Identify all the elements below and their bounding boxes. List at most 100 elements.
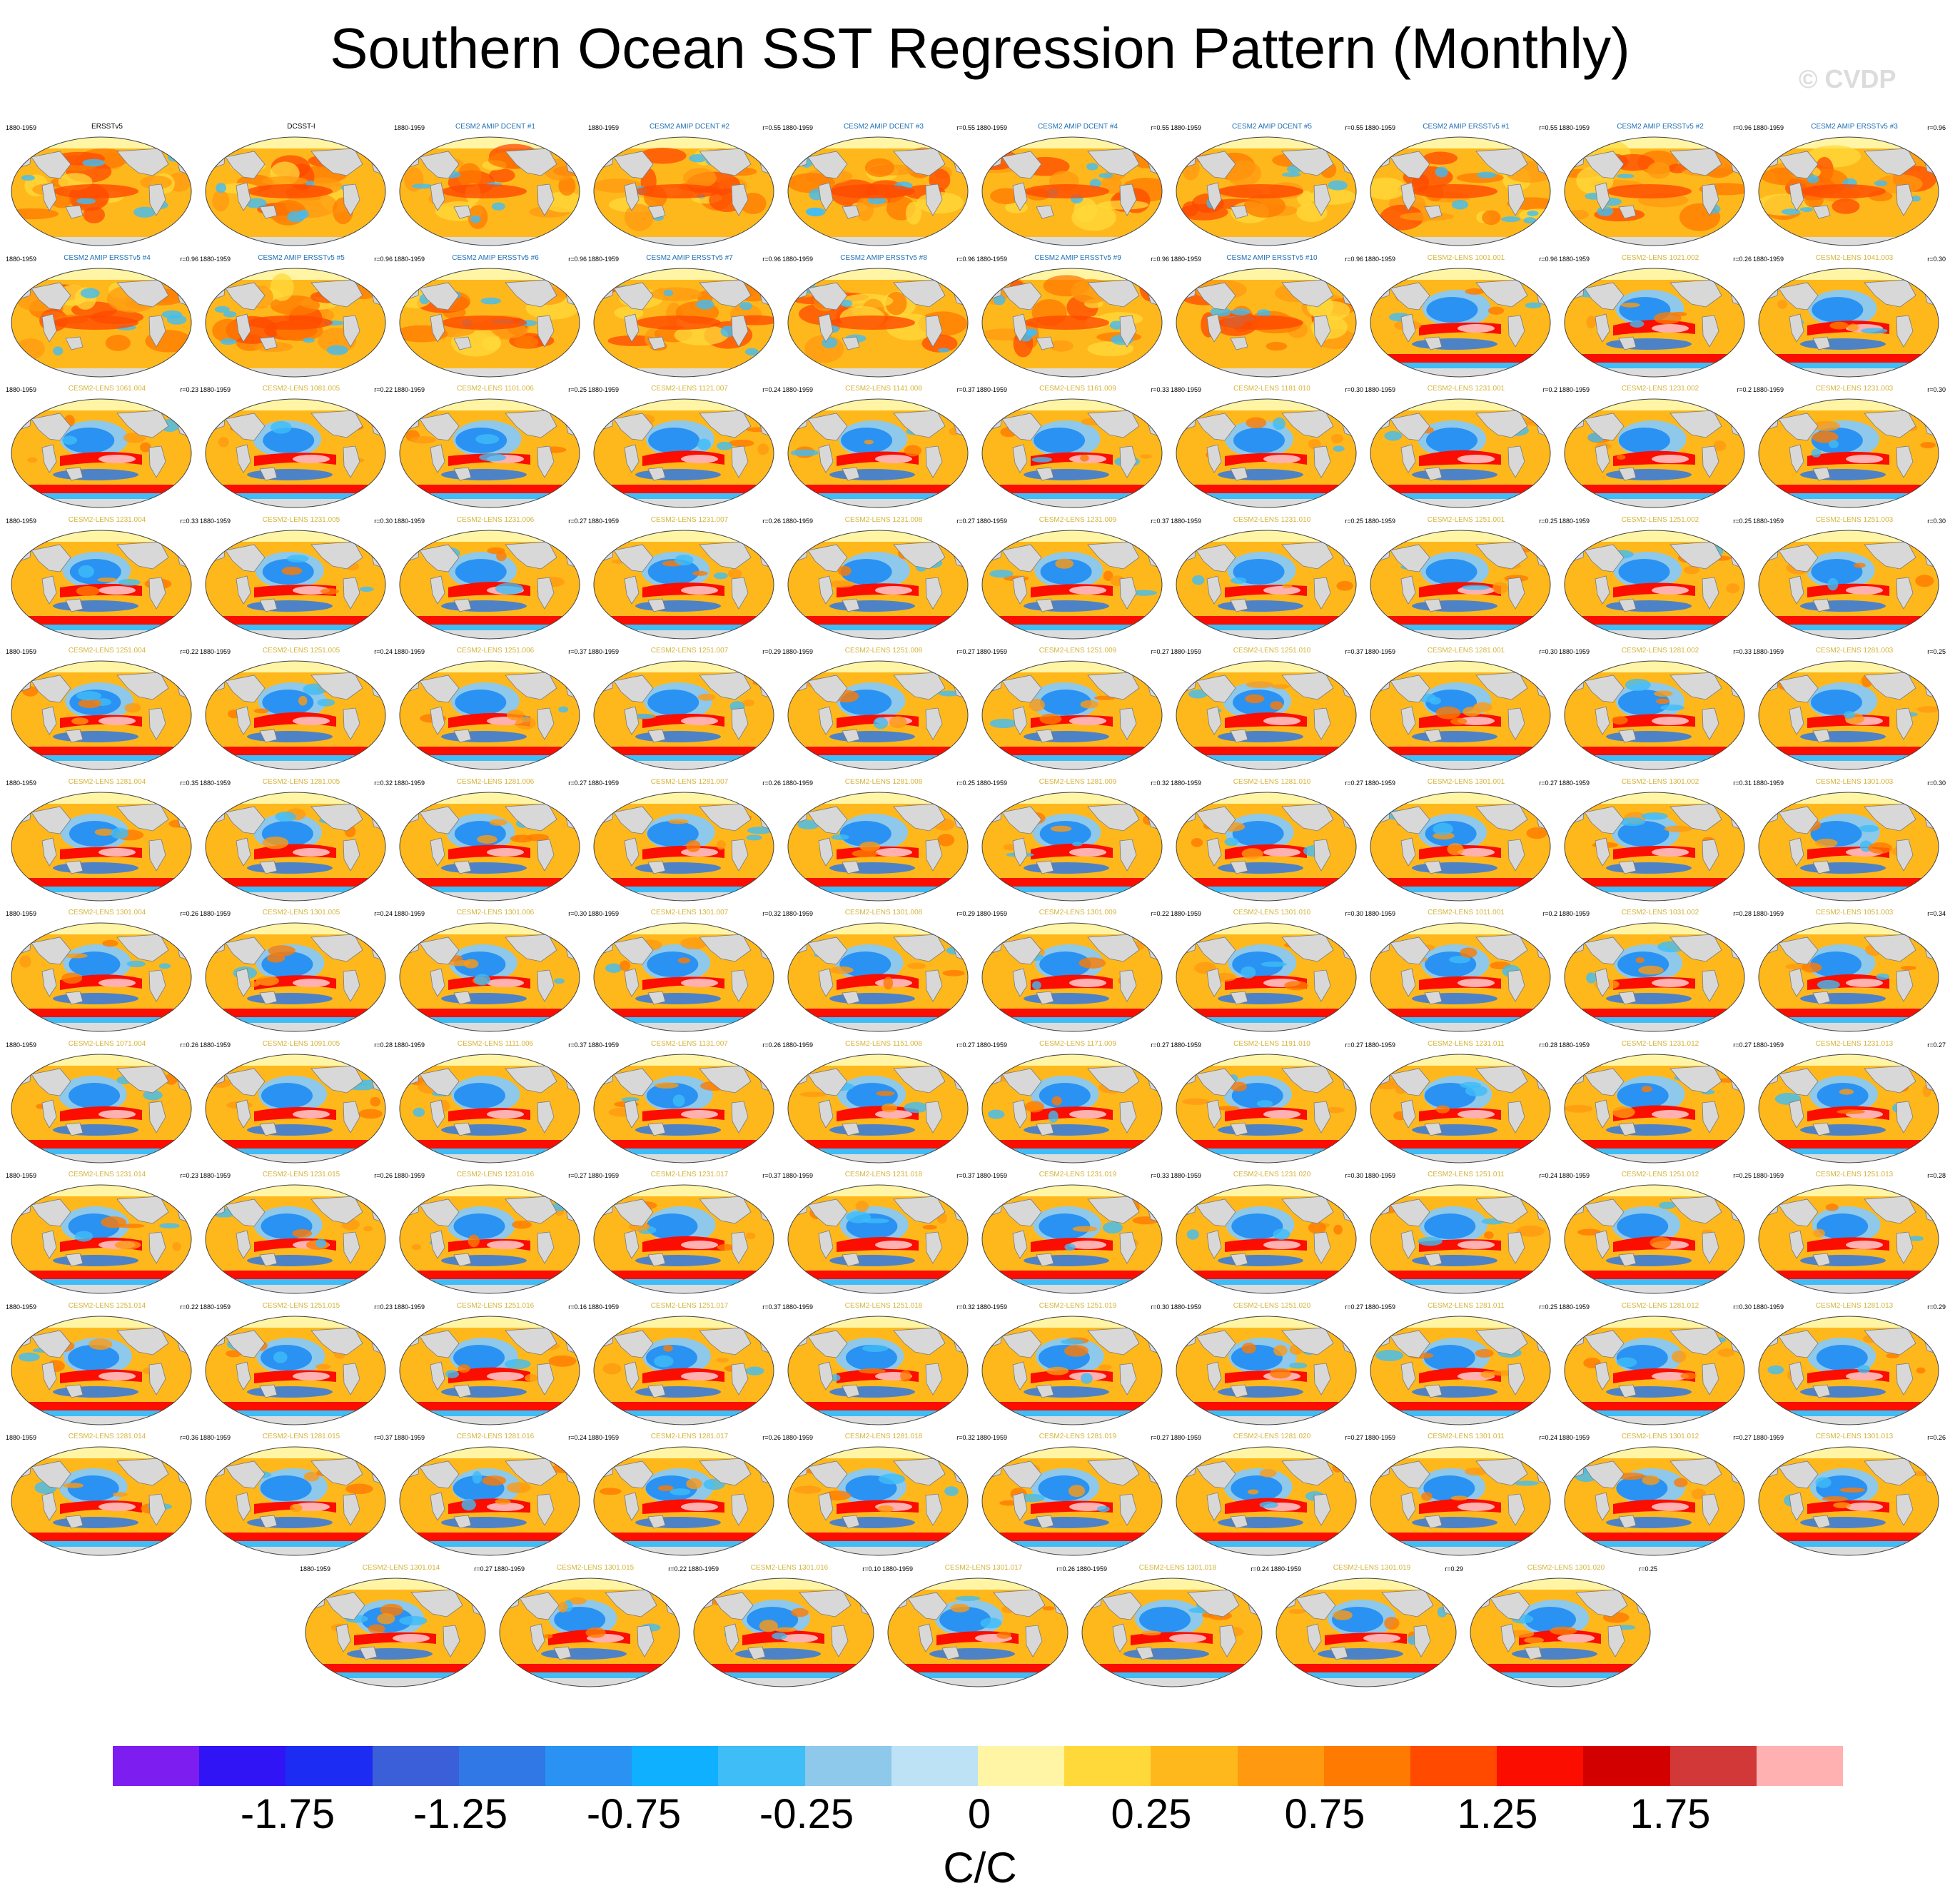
map-panel: 1880-1959 CESM2-LENS 1281.003 r=0.25 [1752, 647, 1946, 774]
panel-period-label: 1880-1959 [976, 255, 1008, 263]
panel-correlation-label: r=0.96 [762, 255, 781, 263]
panel-correlation-label: r=0.26 [1056, 1565, 1075, 1573]
panel-correlation-label: r=0.22 [374, 386, 393, 393]
sst-regression-map [593, 660, 774, 770]
panel-period-label: 1880-1959 [1171, 648, 1202, 655]
sst-regression-map [1564, 922, 1745, 1032]
panel-period-label: 1880-1959 [1171, 517, 1202, 525]
panel-correlation-label: r=0.27 [1345, 779, 1363, 787]
panel-period-label: 1880-1959 [1753, 124, 1784, 131]
panel-period-label: 1880-1959 [1753, 1303, 1784, 1311]
sst-regression-map [399, 530, 580, 639]
sst-regression-map [205, 136, 386, 246]
panel-title: CESM2 AMIP ERSSTv5 #4 [64, 253, 151, 262]
panel-correlation-label: r=0.27 [474, 1565, 492, 1573]
sst-regression-map [1564, 530, 1745, 639]
sst-regression-map [981, 660, 1163, 770]
sst-regression-map [1176, 530, 1357, 639]
panel-title: CESM2-LENS 1231.013 [1815, 1039, 1894, 1048]
map-panel: 1880-1959 CESM2-LENS 1021.002 r=0.26 [1557, 254, 1752, 381]
sst-regression-map [593, 136, 774, 246]
map-panel: 1880-1959 CESM2-LENS 1301.005 r=0.24 [198, 909, 393, 1036]
panel-correlation-label: r=0.37 [568, 648, 587, 655]
colorbar-tick-label: 0 [967, 1791, 991, 1837]
panel-title: CESM2-LENS 1301.011 [1428, 1433, 1505, 1440]
map-panel: 1880-1959 CESM2-LENS 1251.017 r=0.37 [587, 1302, 781, 1429]
sst-regression-map [11, 530, 192, 639]
map-panel: 1880-1959 CESM2-LENS 1281.015 r=0.37 [198, 1433, 393, 1560]
map-panel: 1880-1959 CESM2-LENS 1251.006 r=0.37 [393, 647, 587, 774]
map-panel: 1880-1959 CESM2-LENS 1251.001 r=0.25 [1363, 516, 1557, 643]
map-panel: 1880-1959 CESM2-LENS 1301.014 r=0.27 [298, 1564, 492, 1691]
sst-regression-map [205, 1184, 386, 1294]
panel-period-label: 1880-1959 [394, 124, 425, 131]
panel-correlation-label: r=0.32 [374, 779, 393, 787]
sst-regression-map [1564, 1054, 1745, 1163]
panel-title: CESM2-LENS 1281.014 [68, 1433, 146, 1440]
figure-title: Southern Ocean SST Regression Pattern (M… [330, 16, 1630, 80]
panel-period-label: 1880-1959 [1171, 1041, 1202, 1049]
panel-title: CESM2-LENS 1251.005 [262, 647, 340, 655]
map-panel: 1880-1959 CESM2-LENS 1041.003 r=0.30 [1752, 254, 1946, 381]
map-panel: 1880-1959 CESM2-LENS 1251.007 r=0.29 [587, 647, 781, 774]
sst-regression-map [205, 398, 386, 508]
panel-period-label: 1880-1959 [1559, 255, 1590, 263]
sst-regression-map [399, 1446, 580, 1556]
map-panel: 1880-1959 CESM2-LENS 1251.005 r=0.24 [198, 647, 393, 774]
watermark: © CVDP [1799, 64, 1896, 94]
panel-title: CESM2-LENS 1231.018 [844, 1171, 923, 1178]
panel-correlation-label: r=0.25 [1539, 517, 1557, 525]
sst-regression-map [205, 530, 386, 639]
map-panel: 1880-1959 CESM2-LENS 1231.019 r=0.33 [975, 1171, 1169, 1298]
panel-correlation-label: r=0.32 [762, 910, 781, 917]
panel-title: CESM2-LENS 1281.020 [1233, 1433, 1311, 1440]
panel-title: CESM2-LENS 1231.012 [1621, 1039, 1699, 1048]
sst-regression-map [593, 268, 774, 377]
panel-correlation-label: r=0.32 [956, 1434, 975, 1441]
panel-period-label: 1880-1959 [6, 124, 37, 131]
panel-correlation-label: r=0.25 [1733, 1172, 1752, 1179]
map-panel: 1880-1959 CESM2-LENS 1231.004 r=0.33 [4, 516, 198, 643]
panel-correlation-label: r=0.96 [568, 255, 587, 263]
panel-period-label: 1880-1959 [1559, 517, 1590, 525]
sst-regression-map [981, 1184, 1163, 1294]
map-panel: 1880-1959 CESM2-LENS 1301.015 r=0.22 [492, 1564, 687, 1691]
panel-correlation-label: r=0.25 [1539, 1303, 1557, 1311]
panel-period-label: 1880-1959 [1753, 648, 1784, 655]
panel-correlation-label: r=0.22 [180, 1303, 198, 1311]
map-panel: 1880-1959 CESM2-LENS 1071.004 r=0.26 [4, 1040, 198, 1167]
sst-regression-map [11, 1184, 192, 1294]
panel-correlation-label: r=0.28 [374, 1041, 393, 1049]
map-panel: 1880-1959 CESM2-LENS 1231.012 r=0.27 [1557, 1040, 1752, 1167]
colorbar-swatch [891, 1746, 979, 1786]
sst-regression-map [1176, 792, 1357, 901]
map-panel: 1880-1959 CESM2 AMIP ERSSTv5 #4 r=0.96 [4, 254, 198, 381]
panel-title: CESM2-LENS 1251.004 [68, 647, 146, 655]
panel-correlation-label: r=0.96 [956, 255, 975, 263]
panel-title: CESM2-LENS 1281.007 [650, 777, 729, 786]
panel-period-label: 1880-1959 [394, 910, 425, 917]
map-panel: 1880-1959 CESM2-LENS 1251.010 r=0.37 [1169, 647, 1363, 774]
map-panel: 1880-1959 CESM2-LENS 1111.006 r=0.37 [393, 1040, 587, 1167]
panel-period-label: 1880-1959 [588, 779, 620, 787]
panel-period-label: 1880-1959 [200, 1172, 231, 1179]
map-panel: 1880-1959 CESM2-LENS 1011.001 r=0.2 [1363, 909, 1557, 1036]
panel-period-label: 1880-1959 [782, 386, 814, 393]
panel-title: CESM2-LENS 1281.006 [456, 777, 535, 786]
map-panel: 1880-1959 CESM2-LENS 1251.012 r=0.25 [1557, 1171, 1752, 1298]
map-panel: DCSST-I [198, 123, 393, 250]
sst-regression-map [1564, 136, 1745, 246]
map-panel: 1880-1959 CESM2-LENS 1281.012 r=0.30 [1557, 1302, 1752, 1429]
panel-title: CESM2-LENS 1071.004 [68, 1039, 146, 1048]
sst-regression-map [11, 922, 192, 1032]
panel-period-label: 1880-1959 [976, 124, 1008, 131]
map-panel: 1880-1959 CESM2-LENS 1281.019 r=0.27 [975, 1433, 1169, 1560]
panel-title: CESM2-LENS 1151.008 [845, 1039, 922, 1048]
panel-correlation-label: r=0.26 [374, 1172, 393, 1179]
panel-period-label: 1880-1959 [976, 1434, 1008, 1441]
panel-period-label: 1880-1959 [976, 1041, 1008, 1049]
panel-correlation-label: r=0.55 [1345, 124, 1363, 131]
sst-regression-map [499, 1578, 680, 1687]
map-panel: 1880-1959 CESM2-LENS 1251.019 r=0.30 [975, 1302, 1169, 1429]
panel-title: CESM2-LENS 1231.014 [68, 1171, 146, 1178]
